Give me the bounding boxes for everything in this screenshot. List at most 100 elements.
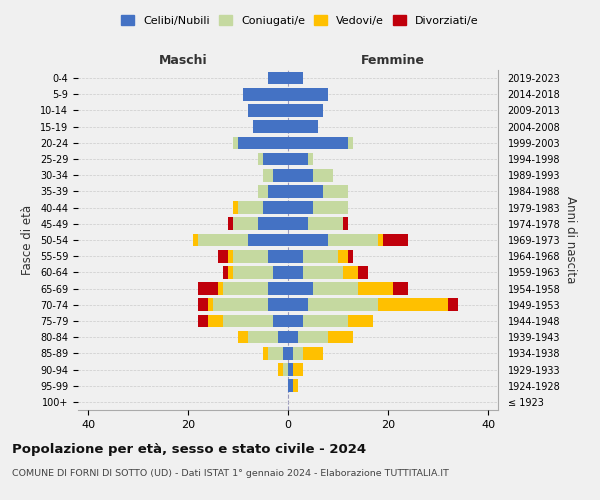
Bar (273, 169, 288, 181)
Legend: Celibi/Nubili, Coniugati/e, Vedovi/e, Divorziati/e: Celibi/Nubili, Coniugati/e, Vedovi/e, Di… (117, 10, 483, 30)
Bar (303, 250, 338, 262)
Bar (288, 88, 328, 101)
Bar (233, 202, 238, 214)
Bar (193, 234, 198, 246)
Bar (293, 363, 303, 376)
Bar (348, 314, 373, 328)
Bar (263, 202, 288, 214)
Bar (358, 282, 393, 295)
Bar (308, 298, 378, 311)
Text: Maschi: Maschi (158, 54, 208, 67)
Bar (298, 331, 328, 344)
Bar (233, 250, 268, 262)
Bar (268, 185, 288, 198)
Text: Popolazione per età, sesso e stato civile - 2024: Popolazione per età, sesso e stato civil… (12, 442, 366, 456)
Bar (288, 202, 313, 214)
Bar (378, 234, 383, 246)
Y-axis label: Anni di nascita: Anni di nascita (564, 196, 577, 284)
Bar (328, 331, 353, 344)
Bar (288, 380, 293, 392)
Bar (263, 152, 288, 166)
Bar (293, 347, 303, 360)
Bar (288, 120, 318, 133)
Bar (288, 169, 313, 181)
Y-axis label: Fasce di età: Fasce di età (22, 205, 34, 275)
Bar (258, 185, 268, 198)
Bar (343, 218, 348, 230)
Bar (293, 380, 298, 392)
Bar (248, 104, 288, 117)
Bar (263, 169, 273, 181)
Bar (198, 234, 248, 246)
Bar (303, 314, 348, 328)
Bar (228, 218, 233, 230)
Bar (393, 282, 408, 295)
Bar (288, 136, 348, 149)
Bar (283, 347, 288, 360)
Bar (258, 152, 263, 166)
Bar (223, 266, 228, 278)
Bar (378, 298, 448, 311)
Bar (233, 266, 273, 278)
Bar (273, 314, 288, 328)
Bar (328, 234, 378, 246)
Bar (238, 331, 248, 344)
Bar (228, 250, 233, 262)
Bar (313, 169, 333, 181)
Bar (288, 331, 298, 344)
Bar (288, 72, 303, 85)
Bar (288, 266, 303, 278)
Bar (348, 250, 353, 262)
Bar (308, 218, 343, 230)
Bar (233, 218, 258, 230)
Bar (348, 136, 353, 149)
Bar (268, 298, 288, 311)
Bar (268, 282, 288, 295)
Bar (223, 282, 268, 295)
Bar (303, 266, 343, 278)
Bar (288, 185, 323, 198)
Bar (228, 266, 233, 278)
Bar (313, 202, 348, 214)
Bar (288, 282, 313, 295)
Bar (268, 72, 288, 85)
Text: Femmine: Femmine (361, 54, 425, 67)
Bar (238, 202, 263, 214)
Bar (233, 136, 238, 149)
Bar (343, 266, 358, 278)
Bar (198, 314, 208, 328)
Bar (238, 136, 288, 149)
Bar (288, 104, 323, 117)
Bar (448, 298, 458, 311)
Bar (278, 331, 288, 344)
Bar (208, 314, 223, 328)
Bar (288, 298, 308, 311)
Bar (223, 314, 273, 328)
Bar (283, 363, 288, 376)
Text: COMUNE DI FORNI DI SOTTO (UD) - Dati ISTAT 1° gennaio 2024 - Elaborazione TUTTIT: COMUNE DI FORNI DI SOTTO (UD) - Dati IST… (12, 469, 449, 478)
Bar (383, 234, 408, 246)
Bar (288, 250, 303, 262)
Bar (323, 185, 348, 198)
Bar (273, 266, 288, 278)
Bar (248, 234, 288, 246)
Bar (198, 298, 208, 311)
Bar (243, 88, 288, 101)
Bar (303, 347, 323, 360)
Bar (288, 314, 303, 328)
Bar (218, 250, 228, 262)
Bar (313, 282, 358, 295)
Bar (268, 250, 288, 262)
Bar (278, 363, 283, 376)
Bar (198, 282, 218, 295)
Bar (288, 363, 293, 376)
Bar (338, 250, 348, 262)
Bar (288, 218, 308, 230)
Bar (208, 298, 213, 311)
Bar (308, 152, 313, 166)
Bar (288, 347, 293, 360)
Bar (213, 298, 268, 311)
Bar (258, 218, 288, 230)
Bar (218, 282, 223, 295)
Bar (268, 347, 283, 360)
